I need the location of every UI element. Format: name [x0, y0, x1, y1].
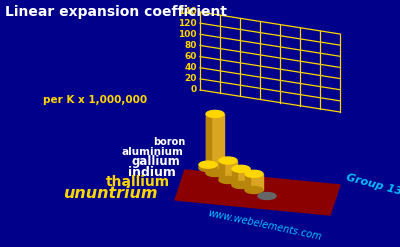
Ellipse shape: [232, 182, 250, 188]
Text: 40: 40: [184, 63, 197, 72]
Ellipse shape: [258, 192, 276, 200]
Ellipse shape: [245, 186, 263, 193]
Text: 0: 0: [191, 85, 197, 95]
Ellipse shape: [232, 165, 250, 172]
Text: thallium: thallium: [106, 175, 170, 189]
Bar: [245, 174, 263, 190]
Text: Group 13: Group 13: [345, 173, 400, 197]
Bar: [199, 165, 204, 168]
Text: per K x 1,000,000: per K x 1,000,000: [43, 95, 147, 105]
Text: 60: 60: [185, 52, 197, 61]
Text: gallium: gallium: [131, 156, 180, 168]
Text: www.webelements.com: www.webelements.com: [207, 208, 323, 242]
Bar: [199, 165, 217, 168]
Text: boron: boron: [153, 137, 185, 147]
Bar: [219, 161, 237, 180]
Ellipse shape: [206, 110, 224, 117]
Polygon shape: [175, 170, 340, 215]
Bar: [219, 161, 224, 180]
Ellipse shape: [219, 177, 237, 184]
Ellipse shape: [245, 170, 263, 177]
Bar: [232, 169, 236, 185]
Text: indium: indium: [128, 165, 176, 179]
Ellipse shape: [199, 165, 217, 171]
Text: 120: 120: [178, 19, 197, 28]
Bar: [206, 114, 210, 173]
Bar: [245, 174, 250, 190]
Text: Linear expansion coefficient: Linear expansion coefficient: [5, 5, 227, 19]
Bar: [206, 114, 224, 173]
Text: ununtrium: ununtrium: [64, 186, 158, 202]
Ellipse shape: [199, 161, 217, 168]
Text: aluminium: aluminium: [121, 147, 183, 157]
Ellipse shape: [206, 169, 224, 177]
Text: 20: 20: [185, 74, 197, 83]
Text: 80: 80: [185, 41, 197, 50]
Text: 100: 100: [178, 30, 197, 39]
Bar: [232, 169, 250, 185]
Text: 140: 140: [178, 7, 197, 17]
Ellipse shape: [219, 157, 237, 164]
